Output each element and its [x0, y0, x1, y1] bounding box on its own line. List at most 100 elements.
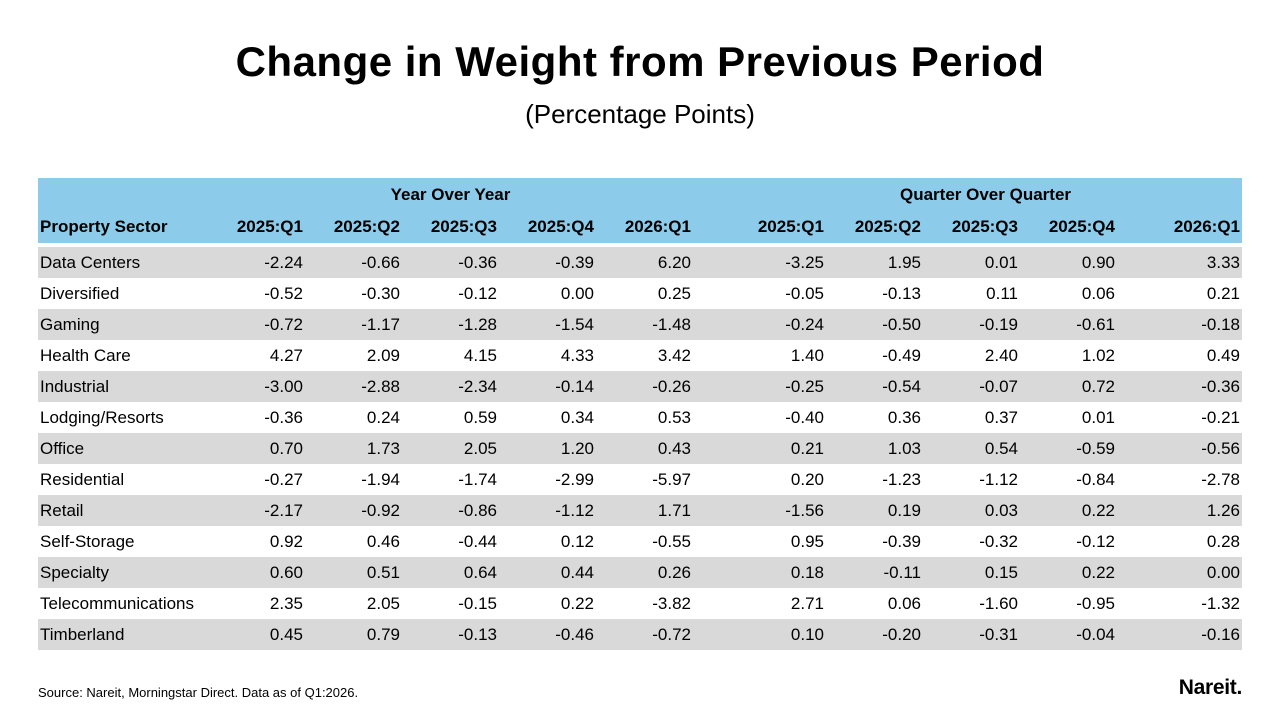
- gap-cell: [693, 619, 729, 650]
- yoy-value-cell: 1.20: [499, 433, 596, 464]
- yoy-value-cell: 2.09: [305, 340, 402, 371]
- qoq-value-cell: 0.22: [1020, 495, 1117, 526]
- qoq-value-cell: -0.19: [923, 309, 1020, 340]
- gap-cell: [693, 402, 729, 433]
- yoy-value-cell: -1.28: [402, 309, 499, 340]
- yoy-value-cell: -0.26: [596, 371, 693, 402]
- yoy-value-cell: 0.25: [596, 278, 693, 309]
- gap-cell: [693, 433, 729, 464]
- table-row: Data Centers -2.24 -0.66 -0.36 -0.39 6.20 -3.2…: [38, 247, 1243, 278]
- yoy-value-cell: -0.46: [499, 619, 596, 650]
- slide-title: Change in Weight from Previous Period: [235, 38, 1045, 85]
- yoy-value-cell: 0.24: [305, 402, 402, 433]
- source-note: Source: Nareit, Morningstar Direct. Data…: [38, 685, 359, 700]
- yoy-value-cell: -0.36: [208, 402, 305, 433]
- gap-cell: [693, 557, 729, 588]
- yoy-value-cell: -0.86: [402, 495, 499, 526]
- gap-cell: [693, 340, 729, 371]
- qoq-value-cell: -0.31: [923, 619, 1020, 650]
- yoy-value-cell: 0.70: [208, 433, 305, 464]
- column-header: 2025:Q4: [499, 211, 596, 243]
- yoy-value-cell: 1.73: [305, 433, 402, 464]
- qoq-value-cell: 0.06: [826, 588, 923, 619]
- yoy-value-cell: -1.48: [596, 309, 693, 340]
- qoq-value-cell: -0.07: [923, 371, 1020, 402]
- yoy-value-cell: -0.13: [402, 619, 499, 650]
- sector-cell: Retail: [38, 495, 208, 526]
- sector-cell: Health Care: [38, 340, 208, 371]
- qoq-value-cell: -0.95: [1020, 588, 1117, 619]
- yoy-value-cell: -0.66: [305, 247, 402, 278]
- yoy-value-cell: 0.60: [208, 557, 305, 588]
- yoy-value-cell: -0.27: [208, 464, 305, 495]
- qoq-value-cell: -0.18: [1117, 309, 1243, 340]
- yoy-value-cell: 0.34: [499, 402, 596, 433]
- yoy-value-cell: -1.54: [499, 309, 596, 340]
- group-header-yoy: Year Over Year: [208, 178, 693, 211]
- qoq-value-cell: -0.54: [826, 371, 923, 402]
- table-row: Self-Storage 0.92 0.46 -0.44 0.12 -0.55 0.95 -0…: [38, 526, 1243, 557]
- table-row: Office 0.70 1.73 2.05 1.20 0.43 0.21 1.03 0.54 -0…: [38, 433, 1243, 464]
- yoy-value-cell: -2.17: [208, 495, 305, 526]
- table-row: Telecommunications 2.35 2.05 -0.15 0.22 -3.82…: [38, 588, 1243, 619]
- qoq-value-cell: 0.95: [729, 526, 826, 557]
- sector-cell: Industrial: [38, 371, 208, 402]
- table-row: Timberland 0.45 0.79 -0.13 -0.46 -0.72 0.10 -0.…: [38, 619, 1243, 650]
- group-header-blank: [38, 178, 208, 211]
- sector-cell: Gaming: [38, 309, 208, 340]
- qoq-value-cell: 1.02: [1020, 340, 1117, 371]
- table-row: Retail -2.17 -0.92 -0.86 -1.12 1.71 -1.56 0.19 0…: [38, 495, 1243, 526]
- qoq-value-cell: 0.11: [923, 278, 1020, 309]
- nareit-logo: Nareit.: [1178, 676, 1243, 699]
- qoq-value-cell: 0.00: [1117, 557, 1243, 588]
- table-row: Industrial -3.00 -2.88 -2.34 -0.14 -0.26 -0.25…: [38, 371, 1243, 402]
- qoq-value-cell: -0.59: [1020, 433, 1117, 464]
- qoq-value-cell: 0.18: [729, 557, 826, 588]
- qoq-value-cell: -0.36: [1117, 371, 1243, 402]
- qoq-value-cell: -2.78: [1117, 464, 1243, 495]
- yoy-value-cell: 0.22: [499, 588, 596, 619]
- qoq-value-cell: -0.39: [826, 526, 923, 557]
- table-body: Data Centers -2.24 -0.66 -0.36 -0.39 6.20 -3.2…: [38, 243, 1243, 650]
- sector-cell: Diversified: [38, 278, 208, 309]
- yoy-value-cell: 4.33: [499, 340, 596, 371]
- yoy-value-cell: -1.17: [305, 309, 402, 340]
- yoy-value-cell: 0.26: [596, 557, 693, 588]
- qoq-value-cell: 1.26: [1117, 495, 1243, 526]
- qoq-value-cell: 0.90: [1020, 247, 1117, 278]
- qoq-value-cell: 0.19: [826, 495, 923, 526]
- qoq-value-cell: 0.06: [1020, 278, 1117, 309]
- header-spacer-row: [38, 243, 1243, 247]
- sector-cell: Office: [38, 433, 208, 464]
- qoq-value-cell: -1.12: [923, 464, 1020, 495]
- qoq-value-cell: -0.40: [729, 402, 826, 433]
- yoy-value-cell: -0.14: [499, 371, 596, 402]
- yoy-value-cell: -3.82: [596, 588, 693, 619]
- yoy-value-cell: 0.12: [499, 526, 596, 557]
- gap-cell: [693, 588, 729, 619]
- column-header: 2025:Q3: [402, 211, 499, 243]
- qoq-value-cell: 0.01: [1020, 402, 1117, 433]
- qoq-value-cell: -0.49: [826, 340, 923, 371]
- yoy-value-cell: 0.44: [499, 557, 596, 588]
- sector-cell: Data Centers: [38, 247, 208, 278]
- qoq-value-cell: 0.36: [826, 402, 923, 433]
- column-header-sector: Property Sector: [38, 211, 208, 243]
- yoy-value-cell: 0.46: [305, 526, 402, 557]
- column-header-gap: [693, 211, 729, 243]
- group-header-row: Year Over Year Quarter Over Quarter: [38, 178, 1243, 211]
- yoy-value-cell: -5.97: [596, 464, 693, 495]
- yoy-value-cell: 0.00: [499, 278, 596, 309]
- gap-cell: [693, 278, 729, 309]
- table-row: Health Care 4.27 2.09 4.15 4.33 3.42 1.40 -0.49…: [38, 340, 1243, 371]
- yoy-value-cell: 2.35: [208, 588, 305, 619]
- qoq-value-cell: 2.71: [729, 588, 826, 619]
- yoy-value-cell: -0.52: [208, 278, 305, 309]
- yoy-value-cell: -0.12: [402, 278, 499, 309]
- qoq-value-cell: -0.20: [826, 619, 923, 650]
- yoy-value-cell: -2.88: [305, 371, 402, 402]
- qoq-value-cell: -0.50: [826, 309, 923, 340]
- group-header-qoq: Quarter Over Quarter: [729, 178, 1243, 211]
- yoy-value-cell: -3.00: [208, 371, 305, 402]
